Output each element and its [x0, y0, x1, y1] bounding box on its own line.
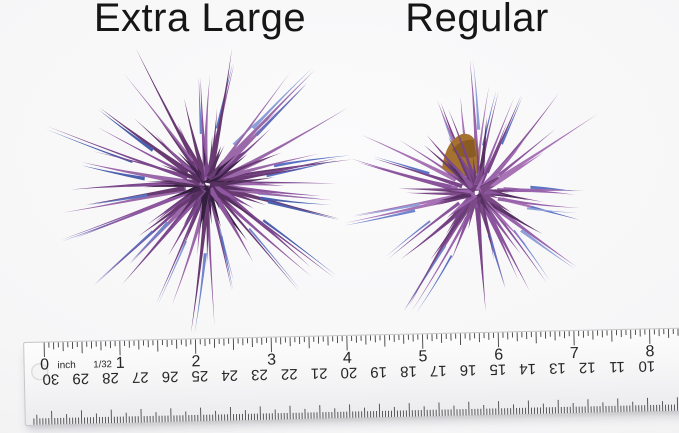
label-regular: Regular — [405, 0, 549, 40]
ruler-inch-number: 7 — [570, 345, 579, 362]
ruler-cm-number: 29 — [72, 370, 89, 387]
ruler-cm-number: 26 — [162, 368, 179, 385]
ruler-cm-number: 20 — [340, 364, 357, 381]
ruler-cm-number: 16 — [460, 361, 477, 378]
ruler-inch-number: 1 — [116, 355, 125, 372]
plant-extra-large — [45, 48, 352, 334]
ruler-cm-number: 15 — [489, 360, 506, 377]
ruler-cm-number: 24 — [221, 366, 238, 383]
ruler-cm-number: 13 — [549, 359, 566, 376]
ruler-inch-number: 3 — [267, 351, 276, 368]
ruler-mm-ticks — [33, 397, 679, 425]
ruler-cm-number: 18 — [400, 362, 417, 379]
ruler-fraction-label: 1/32 — [93, 359, 112, 370]
ruler-cm-number: 25 — [191, 367, 208, 384]
ruler-cm-number: 30 — [42, 370, 59, 387]
ruler-cm-number: 23 — [251, 366, 268, 383]
ruler-cm-number: 22 — [281, 365, 298, 382]
ruler-hole — [31, 362, 49, 381]
ruler-cm-number: 28 — [102, 369, 119, 386]
ruler-inch-number: 4 — [343, 350, 352, 367]
ruler-cm-number: 17 — [430, 362, 447, 379]
ruler-cm-number: 14 — [519, 360, 536, 377]
ruler-cm-number: 27 — [132, 368, 149, 385]
ruler-inch-number: 5 — [418, 348, 427, 365]
ruler: 0 1 2 3 4 5 6 7 8 inch 1/32 30 29 28 27 26 25 24 23 22 21 20 1… — [23, 326, 679, 426]
ruler-cm-number: 12 — [579, 359, 596, 376]
ruler-inch-number: 0 — [40, 356, 49, 373]
ruler-unit-label: inch — [57, 360, 76, 371]
ruler-cm-number: 11 — [609, 358, 625, 375]
ruler-cm-number: 21 — [311, 364, 328, 381]
ruler-inch-ticks — [43, 328, 679, 358]
ruler-inch-number: 6 — [494, 347, 503, 364]
ruler-cm-numbers: 30 29 28 27 26 25 24 23 22 21 20 19 18 17 16 15 14 13 12 11… — [42, 357, 655, 387]
ruler-inch-number: 2 — [191, 353, 200, 370]
ruler-inch-number: 8 — [645, 343, 654, 360]
ruler-cm-number: 10 — [638, 357, 655, 374]
plant-regular — [344, 59, 598, 314]
ruler-cm-number: 19 — [370, 363, 387, 380]
label-extra-large: Extra Large — [93, 0, 307, 40]
